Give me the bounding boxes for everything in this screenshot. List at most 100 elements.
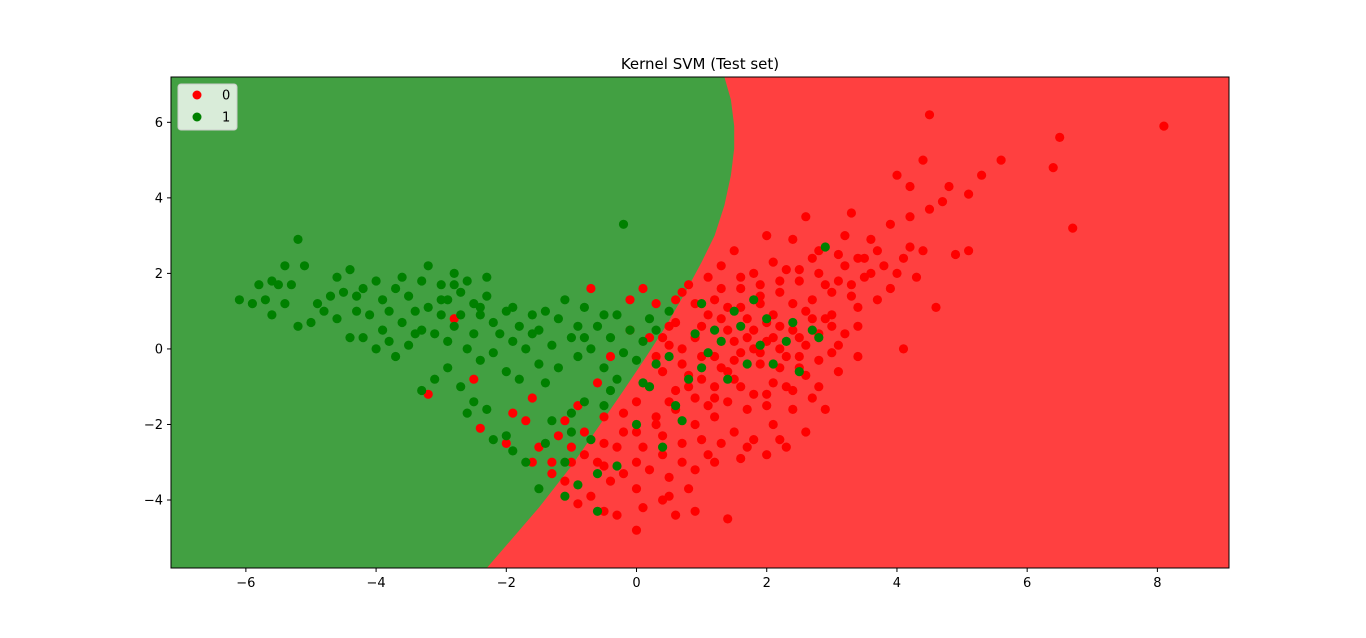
point-class-0 [703, 310, 713, 320]
point-class-1 [540, 306, 551, 316]
point-class-1 [365, 310, 375, 320]
point-class-0 [944, 181, 954, 192]
point-class-1 [397, 272, 407, 282]
point-class-0 [579, 427, 590, 437]
point-class-0 [820, 314, 830, 324]
point-class-0 [658, 367, 668, 377]
point-class-0 [697, 435, 707, 445]
point-class-0 [768, 333, 778, 343]
point-class-1 [599, 310, 609, 320]
point-class-1 [631, 355, 642, 365]
point-class-1 [352, 291, 362, 301]
point-class-0 [892, 170, 902, 180]
point-class-0 [866, 234, 876, 244]
x-tick-label: 4 [893, 576, 901, 591]
point-class-1 [684, 374, 694, 384]
point-class-0 [592, 378, 603, 388]
plot-area [171, 77, 1229, 568]
y-axis: −4 −2 0 2 4 6 [144, 116, 171, 509]
point-class-0 [703, 272, 713, 282]
point-class-0 [501, 438, 511, 448]
point-class-1 [254, 280, 264, 290]
point-class-0 [586, 283, 596, 294]
point-class-0 [742, 333, 752, 343]
point-class-1 [664, 351, 674, 362]
point-class-0 [677, 359, 687, 369]
point-class-0 [664, 340, 674, 350]
point-class-0 [775, 344, 785, 354]
point-class-0 [684, 280, 694, 290]
point-class-1 [462, 408, 472, 418]
point-class-0 [762, 389, 772, 399]
point-class-0 [612, 510, 622, 520]
point-class-0 [671, 385, 681, 396]
point-class-0 [833, 276, 844, 286]
point-class-0 [586, 491, 596, 501]
point-class-0 [566, 457, 577, 467]
point-class-1 [417, 276, 427, 286]
point-class-0 [905, 212, 915, 222]
point-class-0 [879, 261, 889, 271]
point-class-0 [671, 510, 681, 520]
point-class-0 [710, 382, 720, 392]
point-class-0 [658, 333, 668, 343]
point-class-0 [814, 268, 824, 278]
point-class-0 [742, 314, 752, 324]
point-class-1 [306, 317, 316, 328]
point-class-0 [605, 476, 616, 486]
point-class-1 [781, 336, 791, 346]
point-class-1 [508, 336, 518, 346]
point-class-0 [527, 393, 537, 403]
point-class-1 [325, 291, 336, 301]
point-class-1 [820, 242, 830, 252]
point-class-1 [293, 321, 303, 331]
point-class-0 [631, 525, 642, 535]
point-class-1 [612, 374, 622, 384]
point-class-0 [814, 382, 824, 392]
point-class-1 [482, 272, 492, 282]
point-class-0 [729, 427, 739, 437]
point-class-1 [710, 325, 720, 335]
point-class-1 [345, 333, 355, 343]
point-class-0 [859, 253, 870, 263]
point-class-0 [723, 397, 733, 407]
point-class-0 [762, 231, 772, 241]
point-class-0 [866, 268, 876, 278]
y-tick-label: 2 [155, 267, 163, 282]
point-class-0 [703, 450, 713, 460]
point-class-0 [768, 257, 778, 267]
legend: 0 1 [177, 83, 238, 131]
point-class-0 [1068, 223, 1078, 233]
point-class-0 [729, 336, 739, 346]
point-class-0 [677, 287, 687, 297]
point-class-0 [547, 469, 557, 479]
point-class-1 [462, 344, 472, 354]
point-class-1 [436, 310, 446, 320]
point-class-1 [449, 321, 459, 331]
point-class-0 [690, 506, 700, 516]
point-class-1 [443, 336, 453, 346]
point-class-1 [443, 363, 453, 373]
point-class-0 [977, 170, 987, 180]
point-class-0 [716, 283, 726, 294]
point-class-1 [410, 329, 420, 339]
point-class-1 [534, 359, 544, 369]
point-class-0 [736, 283, 746, 294]
point-class-1 [280, 299, 290, 309]
point-class-1 [475, 302, 485, 312]
point-class-1 [586, 435, 596, 445]
point-class-0 [853, 351, 863, 362]
point-class-0 [885, 283, 896, 294]
point-class-0 [723, 367, 733, 377]
point-class-0 [781, 382, 791, 392]
point-class-1 [560, 295, 570, 305]
point-class-1 [560, 457, 570, 467]
point-class-0 [833, 249, 844, 260]
point-class-1 [612, 461, 622, 471]
point-class-1 [599, 401, 609, 411]
point-class-1 [573, 480, 583, 490]
point-class-0 [631, 484, 642, 494]
point-class-0 [710, 457, 720, 467]
point-class-1 [391, 283, 401, 294]
